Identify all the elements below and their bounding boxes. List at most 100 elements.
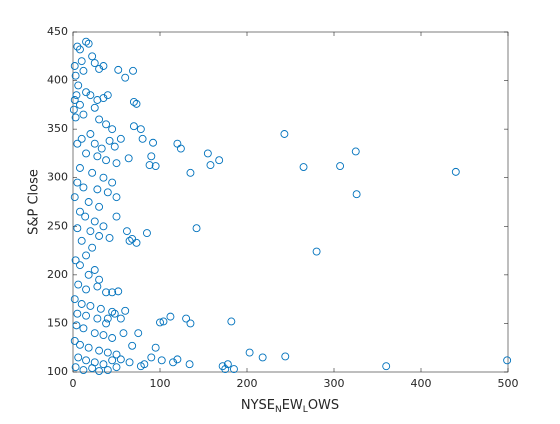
point — [147, 353, 156, 362]
point — [84, 343, 93, 352]
y-tick-label: 450 — [47, 25, 68, 38]
point — [121, 73, 130, 82]
point — [116, 314, 125, 323]
point — [129, 122, 138, 131]
point — [73, 309, 82, 318]
point — [102, 288, 111, 297]
point — [110, 142, 119, 151]
point — [74, 353, 83, 362]
point — [88, 364, 97, 373]
point — [147, 152, 156, 161]
point — [99, 94, 108, 103]
point — [103, 314, 112, 323]
point — [108, 288, 117, 297]
point — [103, 348, 112, 357]
point — [99, 331, 108, 340]
point — [72, 321, 81, 330]
point — [88, 168, 97, 177]
point — [227, 317, 236, 326]
point — [71, 71, 80, 80]
point — [159, 317, 168, 326]
point — [221, 365, 230, 374]
point — [76, 100, 84, 109]
point — [258, 353, 267, 362]
x-tick-label: 0 — [70, 377, 77, 390]
point — [105, 233, 114, 242]
point — [77, 57, 86, 66]
point — [82, 311, 91, 320]
point — [70, 62, 79, 70]
point — [105, 136, 114, 145]
point — [74, 280, 83, 289]
point — [132, 238, 141, 247]
point — [86, 130, 95, 138]
point — [88, 52, 97, 61]
y-tick-label: 350 — [47, 122, 68, 135]
point — [125, 358, 134, 367]
point — [82, 88, 91, 97]
point — [176, 144, 185, 153]
point — [145, 161, 154, 170]
point — [82, 356, 91, 365]
point — [79, 66, 88, 75]
point — [73, 42, 82, 51]
point — [70, 96, 79, 104]
point — [96, 304, 105, 313]
x-axis-label: NYSENEWLOWS — [241, 398, 339, 415]
point — [103, 366, 112, 375]
x-tick-label: 400 — [411, 377, 432, 390]
point — [203, 149, 212, 158]
point — [103, 91, 112, 100]
y-tick-label: 100 — [47, 365, 68, 378]
point — [70, 193, 79, 202]
point — [73, 224, 82, 233]
point — [77, 134, 86, 143]
x-tick-label: 100 — [150, 377, 171, 390]
point — [86, 227, 95, 236]
point — [69, 105, 78, 114]
point — [192, 224, 201, 233]
point — [112, 193, 121, 202]
point — [112, 212, 121, 221]
point — [136, 362, 145, 371]
point — [84, 270, 93, 279]
point — [336, 162, 345, 171]
point — [128, 341, 137, 350]
point — [81, 212, 90, 221]
x-tick-label: 500 — [498, 377, 519, 390]
point — [74, 81, 83, 90]
point — [125, 236, 134, 245]
point — [71, 363, 80, 372]
point — [84, 39, 93, 48]
point — [82, 285, 91, 294]
point — [110, 309, 119, 318]
point — [157, 356, 166, 365]
point — [76, 261, 84, 270]
point — [90, 139, 99, 148]
point — [114, 65, 123, 74]
point — [151, 162, 160, 171]
point — [82, 251, 91, 260]
point — [281, 352, 290, 361]
point — [206, 161, 215, 170]
point — [77, 236, 86, 245]
point — [108, 125, 117, 134]
point — [79, 324, 88, 333]
point — [93, 152, 102, 161]
point — [149, 138, 157, 147]
point — [88, 243, 97, 252]
point — [280, 130, 289, 138]
point — [352, 190, 361, 199]
point — [95, 367, 104, 375]
point — [142, 229, 151, 238]
x-tick-label: 200 — [237, 377, 258, 390]
point — [70, 295, 79, 304]
point — [95, 202, 104, 211]
point — [151, 343, 160, 352]
point — [79, 110, 88, 119]
point — [299, 163, 308, 171]
point — [312, 247, 321, 256]
point — [84, 198, 93, 206]
point — [102, 319, 111, 328]
point — [124, 154, 133, 163]
